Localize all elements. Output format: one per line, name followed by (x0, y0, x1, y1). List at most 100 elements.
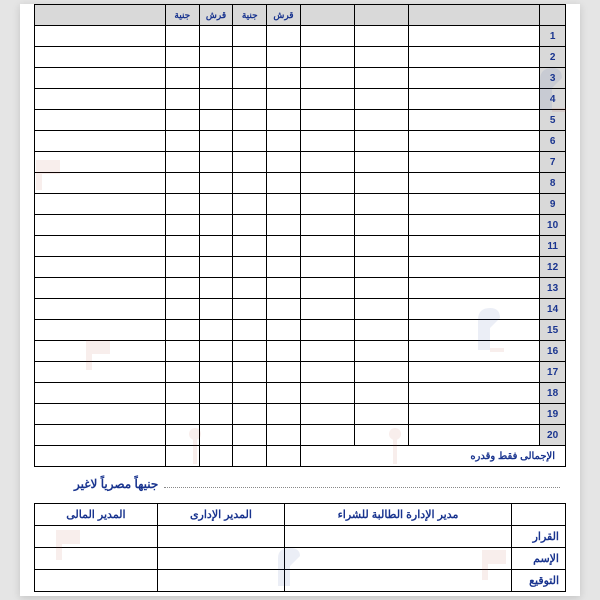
cell (409, 89, 540, 110)
row-index: 19 (540, 404, 566, 425)
cell (166, 89, 200, 110)
cell (199, 131, 233, 152)
subheader: قرش (199, 5, 233, 26)
cell (199, 299, 233, 320)
cell (267, 110, 301, 131)
table-row: 7 (35, 152, 566, 173)
table-row: 2 (35, 47, 566, 68)
sig-cell (284, 526, 511, 548)
row-index: 18 (540, 383, 566, 404)
cell (409, 26, 540, 47)
cell (409, 257, 540, 278)
subheader: جنية (166, 5, 200, 26)
cell (233, 26, 267, 47)
sig-cell (35, 570, 158, 592)
cell (233, 299, 267, 320)
cell (199, 110, 233, 131)
cell (300, 131, 354, 152)
cell (300, 383, 354, 404)
cell (355, 425, 409, 446)
cell (409, 404, 540, 425)
cell (300, 404, 354, 425)
cell (267, 68, 301, 89)
cell (300, 278, 354, 299)
cell (300, 47, 354, 68)
cell (166, 110, 200, 131)
cell (199, 404, 233, 425)
cell (409, 278, 540, 299)
table-row: 15 (35, 320, 566, 341)
sig-row-label: الإسم (512, 548, 566, 570)
table-row: 13 (35, 278, 566, 299)
cell (409, 194, 540, 215)
cell (233, 362, 267, 383)
cell (300, 173, 354, 194)
cell (267, 278, 301, 299)
row-index: 9 (540, 194, 566, 215)
cell (233, 383, 267, 404)
cell (300, 257, 354, 278)
cell (233, 110, 267, 131)
row-index: 5 (540, 110, 566, 131)
cell (35, 68, 166, 89)
cell (166, 47, 200, 68)
cell (300, 215, 354, 236)
row-index: 11 (540, 236, 566, 257)
cell (233, 47, 267, 68)
cell (355, 194, 409, 215)
cell (355, 362, 409, 383)
cell (199, 173, 233, 194)
cell (233, 320, 267, 341)
table-row: 11 (35, 236, 566, 257)
cell (267, 215, 301, 236)
cell (267, 383, 301, 404)
cell (35, 131, 166, 152)
cell (267, 173, 301, 194)
sig-col: مدير الإدارة الطالبة للشراء (284, 504, 511, 526)
cell (300, 26, 354, 47)
cell (267, 26, 301, 47)
cell (199, 425, 233, 446)
cell (233, 215, 267, 236)
table-row: 16 (35, 341, 566, 362)
cell (300, 425, 354, 446)
cell (199, 152, 233, 173)
cell (35, 362, 166, 383)
cell (166, 404, 200, 425)
cell (355, 68, 409, 89)
cell (233, 131, 267, 152)
cell (409, 299, 540, 320)
cell (233, 173, 267, 194)
cell (233, 152, 267, 173)
sig-row-label: القرار (512, 526, 566, 548)
cell (355, 131, 409, 152)
cell (355, 278, 409, 299)
table-body: 1234567891011121314151617181920 (35, 26, 566, 446)
cell (355, 299, 409, 320)
amount-in-words-line: جنيهاً مصرياً لاغير (34, 477, 566, 491)
cell (199, 320, 233, 341)
table-row: 14 (35, 299, 566, 320)
cell (409, 173, 540, 194)
subheader: قرش (267, 5, 301, 26)
cell (233, 278, 267, 299)
row-index: 7 (540, 152, 566, 173)
cell (300, 341, 354, 362)
cell (267, 194, 301, 215)
currency-suffix: جنيهاً مصرياً لاغير (74, 477, 158, 491)
cell (355, 152, 409, 173)
sig-cell (157, 570, 284, 592)
row-index: 1 (540, 26, 566, 47)
cell (199, 236, 233, 257)
sig-cell (284, 548, 511, 570)
cell (233, 425, 267, 446)
cell (166, 425, 200, 446)
cell (35, 257, 166, 278)
sig-cell (157, 526, 284, 548)
row-index: 14 (540, 299, 566, 320)
table-row: 17 (35, 362, 566, 383)
row-index: 16 (540, 341, 566, 362)
cell (35, 383, 166, 404)
row-index: 2 (540, 47, 566, 68)
cell (35, 173, 166, 194)
